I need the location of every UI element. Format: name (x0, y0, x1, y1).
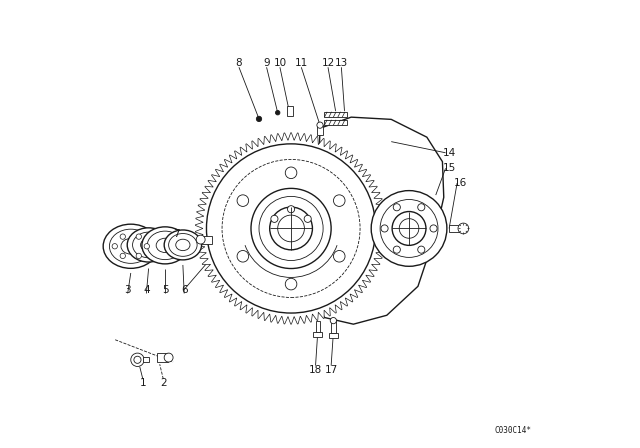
Text: 18: 18 (309, 365, 322, 375)
Circle shape (136, 234, 141, 239)
Circle shape (120, 234, 125, 239)
Circle shape (271, 215, 278, 222)
Circle shape (393, 204, 401, 211)
Ellipse shape (132, 232, 164, 258)
Circle shape (136, 253, 141, 258)
Bar (324, 112, 347, 117)
Circle shape (144, 244, 150, 249)
Bar (287, 106, 293, 116)
Text: 1: 1 (140, 379, 146, 388)
Circle shape (430, 225, 437, 232)
Circle shape (196, 235, 205, 244)
Circle shape (317, 122, 323, 128)
Circle shape (418, 204, 425, 211)
Text: 5: 5 (162, 285, 168, 295)
Ellipse shape (168, 233, 197, 256)
Text: 6: 6 (181, 285, 188, 295)
Circle shape (112, 244, 117, 249)
Circle shape (418, 246, 425, 253)
Bar (157, 353, 168, 362)
Circle shape (259, 196, 323, 260)
Circle shape (399, 219, 419, 238)
Ellipse shape (103, 224, 158, 268)
Circle shape (257, 116, 262, 121)
Circle shape (330, 318, 337, 324)
Circle shape (251, 188, 331, 268)
Text: 9: 9 (263, 58, 270, 68)
Text: C030C14*: C030C14* (495, 426, 531, 435)
Bar (324, 120, 347, 125)
Text: 11: 11 (294, 58, 308, 68)
Circle shape (333, 250, 345, 262)
Circle shape (164, 353, 173, 362)
Polygon shape (315, 117, 444, 324)
Circle shape (380, 199, 438, 258)
Circle shape (285, 167, 297, 179)
Circle shape (371, 190, 447, 266)
Circle shape (333, 195, 345, 207)
Ellipse shape (156, 238, 174, 253)
Ellipse shape (164, 230, 202, 260)
Circle shape (304, 215, 311, 222)
Circle shape (269, 207, 312, 250)
Bar (331, 321, 335, 333)
Circle shape (278, 215, 305, 242)
Circle shape (120, 253, 125, 258)
Ellipse shape (141, 238, 157, 251)
Circle shape (203, 140, 380, 317)
Ellipse shape (142, 227, 188, 264)
Circle shape (134, 356, 141, 363)
Text: 13: 13 (335, 58, 348, 68)
Bar (316, 321, 320, 332)
Ellipse shape (121, 238, 141, 254)
Text: 15: 15 (442, 164, 456, 173)
Circle shape (287, 206, 294, 213)
Text: 7: 7 (173, 229, 180, 239)
Ellipse shape (127, 228, 170, 262)
Text: 12: 12 (321, 58, 335, 68)
Bar (317, 125, 323, 135)
Text: 16: 16 (454, 178, 467, 188)
Circle shape (392, 211, 426, 246)
Bar (449, 225, 463, 232)
Circle shape (207, 144, 376, 313)
Circle shape (131, 353, 144, 366)
Circle shape (393, 246, 401, 253)
Circle shape (237, 195, 249, 207)
Circle shape (275, 111, 280, 115)
Bar (143, 357, 149, 362)
Text: 4: 4 (143, 285, 150, 295)
Circle shape (237, 250, 249, 262)
Bar (201, 236, 212, 244)
Bar (314, 332, 322, 337)
Circle shape (381, 225, 388, 232)
Text: 17: 17 (324, 365, 338, 375)
Bar (329, 333, 338, 338)
Circle shape (222, 159, 360, 297)
Ellipse shape (109, 229, 152, 263)
Circle shape (285, 278, 297, 290)
Text: 14: 14 (442, 148, 456, 158)
Text: 3: 3 (124, 285, 131, 295)
Text: 2: 2 (160, 379, 166, 388)
Ellipse shape (176, 239, 190, 250)
Text: 10: 10 (273, 58, 287, 68)
Circle shape (458, 223, 468, 234)
Polygon shape (195, 133, 387, 324)
Text: 8: 8 (236, 58, 243, 68)
Ellipse shape (147, 231, 183, 260)
